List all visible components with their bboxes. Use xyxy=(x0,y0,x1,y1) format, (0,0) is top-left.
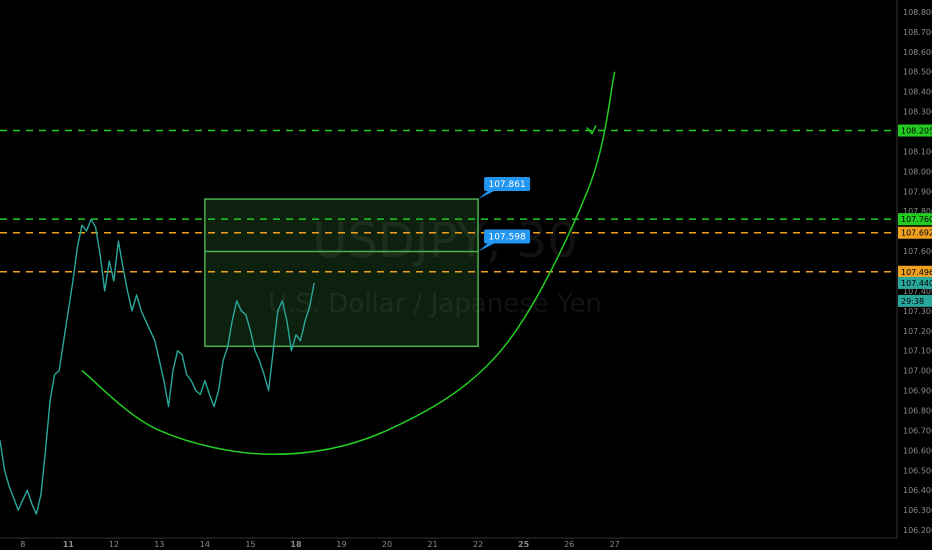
symbol-watermark: USDJPY, 30 xyxy=(312,213,578,269)
curve-arrowhead xyxy=(586,125,597,135)
time-tick-label: 14 xyxy=(200,540,210,549)
price-tick-label: 107.600 xyxy=(903,247,932,256)
price-tick-label: 107.400 xyxy=(903,287,932,296)
time-tick-label: 11 xyxy=(63,540,75,549)
price-tick-label: 106.200 xyxy=(903,526,932,535)
current-price-label: 107.440 xyxy=(901,279,932,288)
price-tick-label: 107.800 xyxy=(903,207,932,216)
level-price-label: 108.205 xyxy=(901,127,932,136)
price-tick-label: 106.900 xyxy=(903,387,932,396)
callout-bubble xyxy=(484,177,531,192)
price-tick-label: 107.100 xyxy=(903,347,932,356)
time-tick-label: 20 xyxy=(382,540,392,549)
time-tick-label: 15 xyxy=(245,540,255,549)
callout-pointer xyxy=(478,241,499,252)
time-tick-label: 8 xyxy=(20,540,25,549)
time-tick-label: 21 xyxy=(427,540,437,549)
price-tick-label: 108.500 xyxy=(903,68,932,77)
time-tick-label: 25 xyxy=(518,540,530,549)
price-tick-label: 106.300 xyxy=(903,506,932,515)
time-tick-label: 27 xyxy=(610,540,620,549)
price-tick-label: 108.700 xyxy=(903,28,932,37)
time-tick-label: 19 xyxy=(336,540,346,549)
current-price-label: 29:38 xyxy=(901,297,924,306)
time-tick-label: 13 xyxy=(154,540,164,549)
time-tick-label: 26 xyxy=(564,540,574,549)
chart-watermark: USDJPY, 30 U.S. Dollar / Japanese Yen xyxy=(268,213,602,319)
projection-curve xyxy=(81,71,616,456)
price-series-line xyxy=(0,218,315,515)
price-tick-label: 107.300 xyxy=(903,307,932,316)
callout-pointer xyxy=(478,189,499,200)
price-tick-label: 106.600 xyxy=(903,446,932,455)
price-tick-label: 106.400 xyxy=(903,486,932,495)
price-tick-label: 106.700 xyxy=(903,426,932,435)
level-price-label: 107.760 xyxy=(901,215,932,224)
time-tick-label: 12 xyxy=(109,540,119,549)
price-tick-label: 108.400 xyxy=(903,88,932,97)
callout-label: 107.861 xyxy=(488,180,525,190)
time-tick-label: 18 xyxy=(290,540,302,549)
level-price-badge xyxy=(898,213,932,226)
instrument-watermark: U.S. Dollar / Japanese Yen xyxy=(268,289,602,319)
price-tick-label: 107.000 xyxy=(903,367,932,376)
price-tick-label: 108.000 xyxy=(903,167,932,176)
callout-bubble xyxy=(484,229,531,244)
zone-box xyxy=(204,198,479,348)
callout-label: 107.598 xyxy=(488,232,525,242)
time-tick-label: 22 xyxy=(473,540,483,549)
price-tick-label: 108.300 xyxy=(903,108,932,117)
price-tick-label: 107.900 xyxy=(903,187,932,196)
level-price-badge xyxy=(898,265,932,278)
price-tick-label: 108.100 xyxy=(903,147,932,156)
price-tick-label: 107.200 xyxy=(903,327,932,336)
price-tick-label: 106.500 xyxy=(903,466,932,475)
price-tick-label: 108.800 xyxy=(903,8,932,17)
level-price-badge xyxy=(898,124,932,137)
level-price-badge xyxy=(898,226,932,239)
current-price-badge xyxy=(898,276,932,289)
price-axis[interactable]: 106.200 106.300 106.400 106.500 106.600 106.7… xyxy=(898,8,932,535)
time-axis[interactable]: 8 11 12 13 14 15 18 19 20 21 22 25 26 27 xyxy=(20,540,620,549)
price-tick-label: 108.600 xyxy=(903,48,932,57)
plot-area[interactable]: 107.861 107.598 xyxy=(0,71,897,515)
level-price-label: 107.692 xyxy=(901,229,932,238)
price-tick-label: 106.800 xyxy=(903,406,932,415)
level-price-label: 107.496 xyxy=(901,268,932,277)
current-price-badge xyxy=(898,294,932,307)
